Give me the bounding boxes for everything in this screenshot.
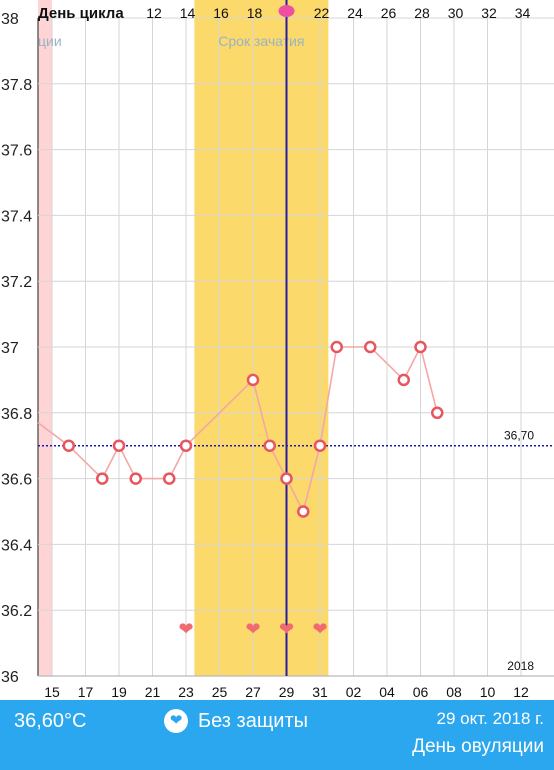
bbt-chart[interactable]: 36 36.2 36.4 36.6 36.8 37 37.2 37.4 37.6 37.8 38 Д… — [0, 0, 554, 700]
temperature-point[interactable] — [179, 439, 193, 452]
date-tick-label: 17 — [78, 684, 94, 700]
selected-date: 29 окт. 2018 г. — [436, 709, 544, 728]
y-tick-label: 37.4 — [1, 208, 32, 225]
y-tick-label: 37 — [1, 340, 19, 357]
temperature-point[interactable] — [280, 472, 293, 485]
temperature-point[interactable] — [129, 472, 142, 485]
date-tick-label: 02 — [346, 684, 362, 700]
temperature-point[interactable] — [364, 340, 377, 354]
cycle-day-axis: День цикла — [38, 5, 124, 22]
temperature-point[interactable] — [431, 406, 444, 420]
temperature-point[interactable] — [246, 373, 260, 387]
cycle-day-tick-label: 18 — [247, 5, 263, 21]
intercourse-marks: ❤ ❤ ❤ ❤ — [178, 619, 327, 640]
selected-day-bar[interactable]: 36,60°C ❤ Без защиты 29 окт. 2018 г. Ден… — [0, 700, 554, 770]
date-tick-label: 27 — [245, 684, 261, 700]
date-tick-label: 04 — [379, 684, 395, 700]
heart-icon: ❤ — [164, 709, 188, 733]
temperature-point[interactable] — [330, 340, 343, 354]
y-tick-label: 37.8 — [1, 77, 32, 94]
heart-icon: ❤ — [312, 619, 327, 640]
cycle-day-tick-label: 16 — [213, 5, 229, 21]
temperature-point[interactable] — [414, 340, 427, 354]
cycle-day-ticks: 12 14 16 18 22 24 26 28 30 32 34 — [146, 5, 530, 21]
date-tick-label: 15 — [44, 684, 60, 700]
cycle-day-tick-label: 24 — [347, 5, 363, 21]
y-tick-label: 36.2 — [1, 603, 32, 620]
temperature-point[interactable] — [112, 439, 126, 452]
date-tick-label: 19 — [111, 684, 127, 700]
fertile-window-label: Срок зачатия — [218, 33, 304, 49]
cycle-day-tick-label: 30 — [448, 5, 464, 21]
date-tick-label: 21 — [145, 684, 161, 700]
cycle-day-tick-label: 32 — [481, 5, 497, 21]
ovulation-drop-icon — [278, 5, 295, 17]
temperature-point[interactable] — [297, 505, 310, 518]
y-tick-label: 36.6 — [1, 472, 32, 489]
temperature-point[interactable] — [263, 439, 276, 452]
cycle-day-tick-label: 22 — [314, 5, 330, 21]
horizontal-grid — [38, 17, 554, 677]
temperature-point[interactable] — [397, 373, 410, 387]
date-tick-label: 10 — [480, 684, 496, 700]
year-label: 2018 — [507, 659, 534, 673]
date-tick-label: 12 — [513, 684, 529, 700]
date-tick-label: 29 — [279, 684, 295, 700]
protection-status: Без защиты — [198, 710, 308, 732]
y-tick-label: 37.2 — [1, 274, 32, 291]
cycle-day-tick-label: 26 — [381, 5, 397, 21]
fertile-window-band — [194, 0, 329, 676]
cycle-day-tick-label: 12 — [146, 5, 162, 21]
heart-icon: ❤ — [279, 619, 294, 640]
temperature-point[interactable] — [96, 472, 109, 485]
y-tick-label: 38 — [1, 11, 19, 28]
date-tick-label: 08 — [446, 684, 462, 700]
day-type: День овуляции — [412, 736, 544, 757]
cycle-day-tick-label: 34 — [515, 5, 531, 21]
temperature-point[interactable] — [163, 472, 176, 485]
date-axis-ticks: 15 17 19 21 23 25 27 29 31 02 04 06 08 10 12 — [44, 684, 529, 700]
y-axis-ticks: 36 36.2 36.4 36.6 36.8 37 37.2 37.4 37.6 37.8 38 — [1, 11, 32, 686]
date-tick-label: 23 — [178, 684, 194, 700]
y-tick-label: 36.8 — [1, 406, 32, 423]
period-band-label: ции — [38, 33, 62, 49]
cycle-day-tick-label: 14 — [180, 5, 196, 21]
coverline-label: 36,70 — [504, 429, 534, 443]
selected-temperature: 36,60°C — [14, 710, 87, 732]
date-tick-label: 06 — [413, 684, 429, 700]
heart-icon: ❤ — [178, 619, 193, 640]
y-tick-label: 36.4 — [1, 537, 32, 554]
date-tick-label: 25 — [212, 684, 228, 700]
period-band — [38, 0, 52, 676]
temperature-points — [62, 340, 444, 518]
heart-icon: ❤ — [245, 619, 260, 640]
date-tick-label: 31 — [312, 684, 328, 700]
temperature-point[interactable] — [62, 439, 75, 452]
cycle-day-tick-label: 28 — [414, 5, 430, 21]
y-tick-label: 36 — [1, 669, 19, 686]
y-tick-label: 37.6 — [1, 143, 32, 160]
temperature-point[interactable] — [313, 439, 327, 452]
cycle-day-header: День цикла — [38, 5, 124, 22]
